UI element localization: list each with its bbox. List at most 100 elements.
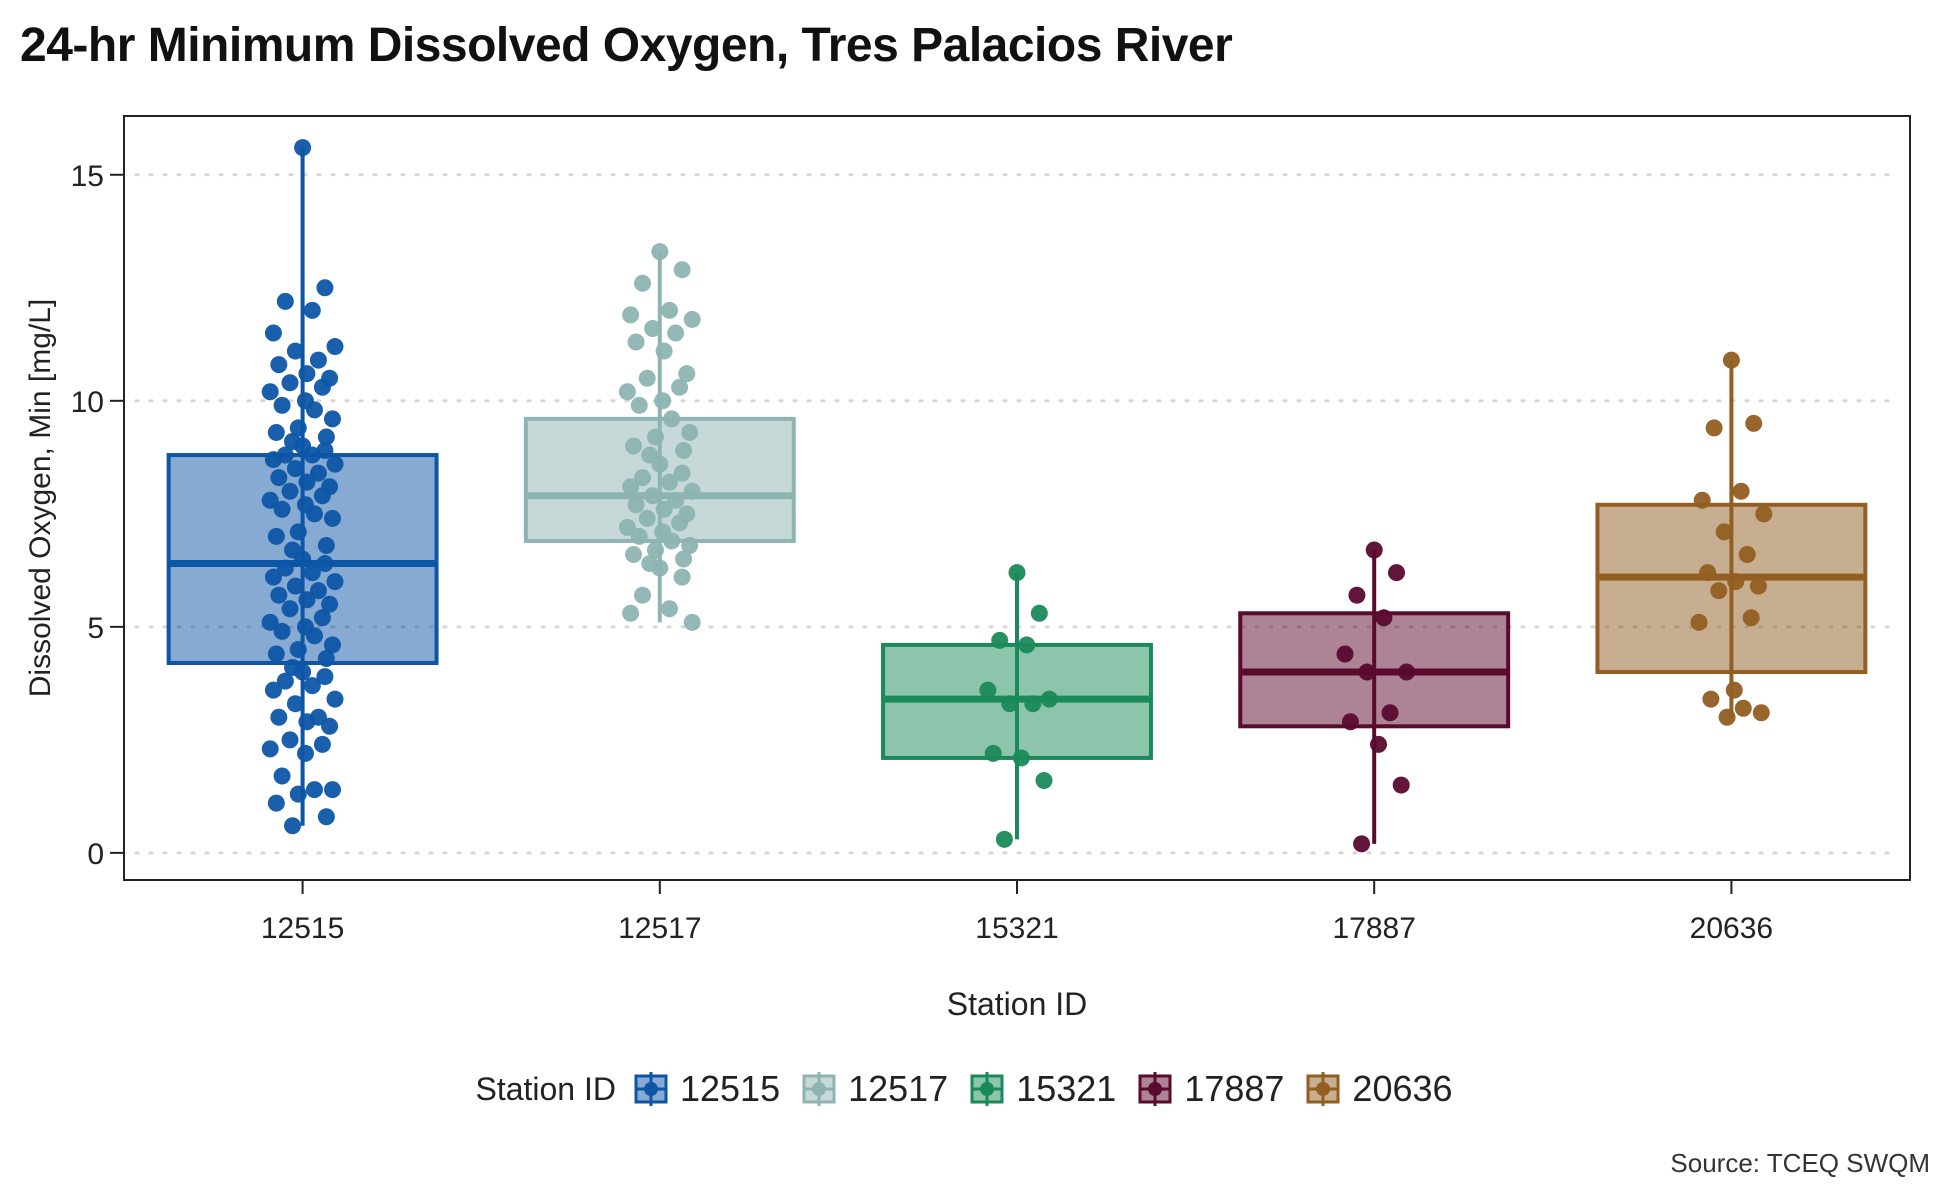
data-point: [663, 410, 681, 428]
data-point: [1040, 690, 1058, 708]
data-point: [1336, 645, 1354, 663]
data-point: [984, 744, 1002, 762]
data-point: [1353, 835, 1371, 853]
legend-key-icon: [802, 1072, 836, 1106]
data-point: [281, 731, 299, 749]
data-point: [323, 781, 341, 799]
legend-key-point: [643, 1082, 658, 1096]
legend-key-point: [980, 1082, 995, 1096]
data-point: [261, 613, 279, 631]
data-point: [1370, 735, 1388, 753]
data-point: [671, 378, 689, 396]
legend: Station ID 12515 12517 15321 17887 20636: [0, 1068, 1950, 1110]
data-point: [1001, 695, 1019, 713]
data-point: [273, 396, 291, 414]
data-point: [1365, 541, 1383, 559]
data-point: [1012, 749, 1030, 767]
legend-key-icon: [634, 1072, 668, 1106]
legend-key-point: [1148, 1082, 1163, 1096]
data-point: [644, 319, 662, 337]
data-point: [1358, 663, 1376, 681]
data-point: [681, 536, 699, 554]
data-point: [261, 740, 279, 758]
data-point: [305, 627, 323, 645]
data-point: [622, 478, 640, 496]
legend-key-point: [812, 1082, 827, 1096]
y-tick-label: 15: [71, 160, 104, 193]
data-point: [309, 351, 327, 369]
source-caption: Source: TCEQ SWQM: [1670, 1148, 1930, 1178]
data-point: [683, 613, 701, 631]
data-point: [663, 532, 681, 550]
data-point: [313, 378, 331, 396]
y-tick-label: 0: [87, 838, 104, 871]
data-point: [1727, 573, 1745, 591]
data-point: [273, 767, 291, 785]
data-point: [316, 279, 334, 297]
data-point: [1752, 704, 1770, 722]
data-point: [261, 491, 279, 509]
data-point: [661, 473, 679, 491]
data-point: [1024, 695, 1042, 713]
data-point: [294, 663, 312, 681]
data-point: [678, 365, 696, 383]
legend-item: 12515: [634, 1068, 780, 1110]
data-point: [673, 464, 691, 482]
data-point: [321, 717, 339, 735]
data-point: [316, 668, 334, 686]
data-point: [1388, 564, 1406, 582]
data-point: [651, 243, 669, 261]
data-point: [654, 392, 672, 410]
data-point: [305, 505, 323, 523]
data-point: [270, 356, 288, 374]
data-point: [667, 324, 685, 342]
legend-key-icon: [1138, 1072, 1172, 1106]
data-point: [1738, 546, 1756, 564]
data-point: [326, 455, 344, 473]
y-tick-label: 10: [71, 386, 104, 419]
data-point: [1341, 713, 1359, 731]
data-point: [276, 672, 294, 690]
data-point: [1742, 609, 1760, 627]
data-point: [618, 518, 636, 536]
data-point: [316, 555, 334, 573]
data-point: [264, 568, 282, 586]
legend-label: 12515: [679, 1068, 781, 1109]
data-point: [289, 419, 307, 437]
data-point: [675, 550, 693, 568]
data-point: [683, 310, 701, 328]
y-axis-label: Dissolved Oxygen, Min [mg/L]: [24, 299, 57, 697]
data-point: [634, 469, 652, 487]
data-point: [303, 677, 321, 695]
data-point: [1722, 351, 1740, 369]
data-point: [1745, 414, 1763, 432]
data-point: [625, 546, 643, 564]
data-point: [296, 744, 314, 762]
data-point: [622, 306, 640, 324]
data-point: [270, 469, 288, 487]
data-point: [683, 482, 701, 500]
data-point: [618, 383, 636, 401]
data-point: [305, 781, 323, 799]
data-point: [627, 496, 645, 514]
data-point: [305, 401, 323, 419]
data-point: [1718, 708, 1736, 726]
data-point: [995, 830, 1013, 848]
data-point: [273, 622, 291, 640]
data-points: [261, 139, 1773, 853]
data-point: [270, 708, 288, 726]
data-point: [667, 491, 685, 509]
data-point: [276, 559, 294, 577]
data-point: [1690, 613, 1708, 631]
data-point: [326, 338, 344, 356]
data-point: [309, 464, 327, 482]
data-point: [323, 636, 341, 654]
data-point: [286, 695, 304, 713]
legend-label: 17887: [1184, 1068, 1285, 1109]
data-point: [267, 794, 285, 812]
data-point: [313, 735, 331, 753]
data-point: [281, 482, 299, 500]
data-point: [267, 645, 285, 663]
data-point: [655, 342, 673, 360]
legend-item: 12517: [802, 1068, 948, 1110]
